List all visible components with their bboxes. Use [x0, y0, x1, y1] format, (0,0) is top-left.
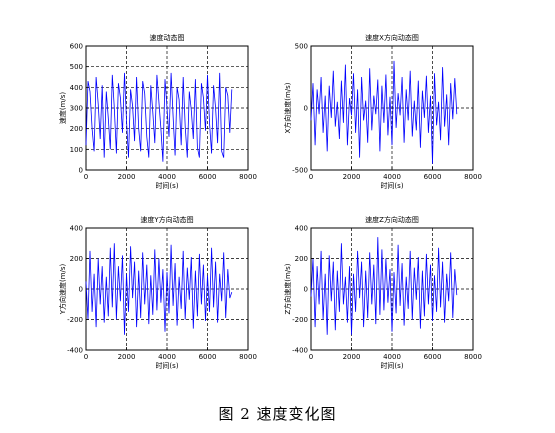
y-tick-label: 0	[304, 105, 308, 113]
y-tick-label: -400	[292, 347, 308, 355]
chart-panel-4: 0 2000 4000 6000 8000 -400 -200 0 200 400 速度Z方向动态图…	[283, 215, 482, 370]
x-tick-label: 2000	[343, 353, 361, 361]
x-tick-label: 0	[309, 353, 313, 361]
x-tick-label: 0	[309, 173, 313, 181]
figure-caption: 图 2 速度变化图	[218, 405, 337, 423]
x-tick-label: 6000	[424, 173, 442, 181]
x-tick-label: 8000	[464, 173, 482, 181]
x-tick-label: 0	[84, 353, 88, 361]
x-tick-label: 2000	[118, 353, 136, 361]
y-tick-label: 100	[70, 146, 83, 154]
y-tick-label: 0	[79, 286, 83, 294]
y-tick-label: -400	[67, 347, 83, 355]
x-tick-label: 6000	[199, 353, 217, 361]
x-tick-label: 2000	[343, 173, 361, 181]
y-tick-label: 400	[70, 84, 83, 92]
y-axis-label: Y方向速度(m/s)	[58, 263, 67, 315]
y-tick-label: 200	[70, 255, 83, 263]
x-tick-label: 6000	[199, 173, 217, 181]
y-tick-label: 0	[304, 286, 308, 294]
x-tick-label: 8000	[239, 353, 257, 361]
x-tick-label: 4000	[158, 353, 176, 361]
chart-panel-2: 0 2000 4000 6000 8000-5000500速度X方向动态图时间(s)X方…	[283, 33, 482, 190]
y-tick-label: -500	[292, 167, 308, 175]
x-tick-label: 8000	[464, 353, 482, 361]
chart-title: 速度动态图	[150, 33, 185, 42]
y-tick-label: 400	[70, 225, 83, 233]
y-tick-label: 500	[295, 43, 308, 51]
x-tick-label: 4000	[383, 173, 401, 181]
x-tick-label: 2000	[118, 173, 136, 181]
series-line	[85, 72, 233, 162]
y-tick-label: -200	[292, 316, 308, 324]
x-tick-label: 4000	[158, 173, 176, 181]
x-axis-label: 时间(s)	[155, 361, 178, 370]
y-tick-label: -200	[67, 316, 83, 324]
y-tick-label: 200	[70, 125, 83, 133]
chart-panel-1: 0 2000 4000 6000 8000 0 100 200 300 400 500 600 速度动态…	[58, 33, 257, 190]
chart-panel-3: 0 2000 4000 6000 8000 -400 -200 0 200 400 速度Y方向动态图…	[58, 215, 257, 370]
y-axis-label: 速度(m/s)	[58, 92, 67, 125]
x-tick-label: 4000	[383, 353, 401, 361]
x-tick-label: 8000	[239, 173, 257, 181]
x-tick-label: 6000	[424, 353, 442, 361]
series-line	[85, 243, 233, 335]
series-line	[310, 60, 458, 164]
y-tick-label: 500	[70, 63, 83, 71]
y-tick-label: 600	[70, 43, 83, 51]
x-axis-label: 时间(s)	[380, 181, 403, 190]
chart-title: 速度Y方向动态图	[140, 215, 193, 224]
y-tick-label: 0	[79, 167, 83, 175]
series-line	[310, 237, 458, 335]
y-tick-label: 400	[295, 225, 308, 233]
chart-title: 速度X方向动态图	[365, 33, 419, 42]
y-tick-label: 200	[295, 255, 308, 263]
x-tick-label: 0	[84, 173, 88, 181]
y-axis-label: Z方向速度(m/s)	[283, 263, 292, 314]
x-axis-label: 时间(s)	[155, 181, 178, 190]
chart-title: 速度Z方向动态图	[365, 215, 419, 224]
y-axis-label: X方向速度(m/s)	[283, 82, 292, 133]
y-tick-label: 300	[70, 105, 83, 113]
x-axis-label: 时间(s)	[380, 361, 403, 370]
